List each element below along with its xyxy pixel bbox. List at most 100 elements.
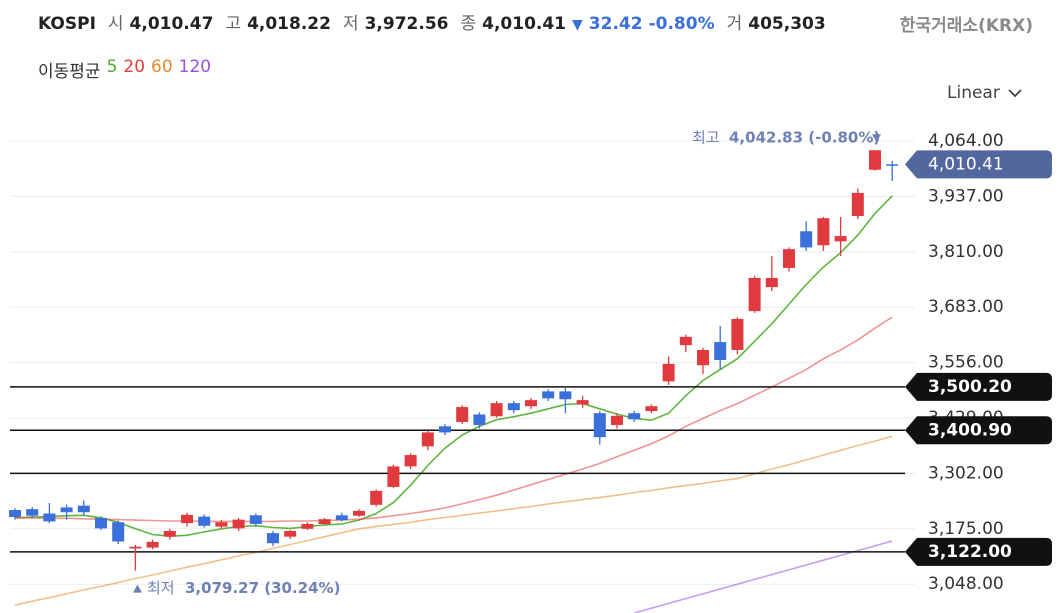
summary-value: 3,972.56 — [364, 14, 449, 34]
high-value: 4,042.83 (-0.80%) — [729, 129, 880, 147]
summary-value: 4,018.22 — [247, 14, 331, 34]
low-value: 3,079.27 (30.24%) — [185, 579, 340, 597]
y-tick-label: 3,556.00 — [928, 353, 1004, 373]
candle-body — [163, 530, 176, 537]
scale-selector[interactable]: Linear — [947, 83, 1022, 103]
summary-label: 시 — [107, 14, 124, 34]
source: 한국거래소(KRX) — [899, 16, 1033, 36]
current-price-label: 4,010.41 — [928, 154, 1004, 174]
candle-body — [284, 530, 297, 537]
ma-line — [14, 195, 893, 538]
scale-mode[interactable]: Linear — [947, 83, 1000, 103]
candle-body — [542, 391, 555, 399]
candle-body — [370, 490, 383, 505]
chevron[interactable] — [1008, 88, 1022, 98]
grid — [10, 140, 915, 585]
candle-body — [421, 432, 434, 447]
candle-body — [886, 164, 899, 166]
candle-body — [129, 546, 142, 549]
candle-body — [851, 192, 864, 217]
y-tick-label: 3,048.00 — [928, 574, 1004, 594]
candle-body — [112, 522, 125, 542]
candle-body — [301, 524, 314, 529]
low-label: 최저 — [147, 579, 175, 597]
candle-body — [232, 519, 245, 529]
symbol: KOSPI — [38, 14, 96, 34]
ma-line — [633, 540, 893, 613]
candle-body — [817, 218, 830, 246]
candle-body — [335, 515, 348, 521]
candle-body — [869, 150, 881, 170]
volume: 405,303 — [748, 14, 826, 34]
candle-body — [249, 515, 262, 525]
legend-entry: 120 — [178, 57, 212, 77]
candle-body — [77, 505, 90, 513]
ma-legend-title: 이동평균 — [38, 62, 101, 82]
ma-legend: 이동평균 5 20 60 120 — [38, 57, 211, 82]
change-arrow: ▼ — [572, 17, 583, 33]
candle-body — [43, 513, 56, 522]
summary-label: 고 — [225, 14, 242, 34]
candle-body — [714, 342, 727, 360]
candle-body — [95, 517, 107, 529]
candle-body — [456, 407, 469, 422]
candle-body — [267, 533, 279, 544]
candle-body — [198, 516, 211, 526]
candle-body — [60, 507, 73, 513]
level-tag — [905, 416, 1052, 445]
candle-body — [490, 403, 503, 417]
summary-label: 종 — [460, 14, 477, 34]
candle-body — [559, 391, 572, 400]
summary-value: 4,010.41 — [482, 14, 567, 34]
candle-body — [697, 349, 709, 366]
level-label: 3,122.00 — [928, 542, 1012, 562]
candle-body — [679, 336, 692, 346]
candle-body — [318, 519, 331, 525]
ma-line — [15, 316, 893, 523]
candle-body — [26, 509, 39, 516]
y-axis: 4,064.00 3,937.00 3,810.00 3,683.00 3,556.00… — [928, 131, 1004, 594]
candle-body — [748, 277, 761, 312]
low-marker — [133, 584, 142, 593]
candle-body — [181, 514, 193, 524]
candle-body — [662, 363, 675, 382]
y-tick-label: 4,064.00 — [928, 131, 1004, 151]
candle-body — [439, 426, 451, 433]
level-tag — [905, 537, 1052, 566]
candle-body — [800, 231, 813, 248]
candle-body — [525, 400, 537, 407]
ma-line — [14, 435, 893, 606]
candle-body — [387, 466, 400, 487]
y-tick-label: 3,810.00 — [928, 242, 1004, 262]
legend-entry: 60 — [151, 57, 173, 77]
legend-entry: 20 — [123, 57, 146, 77]
summary-label: 저 — [342, 14, 359, 34]
high-marker — [872, 134, 881, 143]
candle-body — [593, 413, 606, 438]
header: KOSPI 시 4,010.47 고 4,018.22 저 3,972.56 종 4,0… — [38, 9, 826, 34]
candle-body — [783, 249, 795, 268]
candle-body — [834, 236, 847, 242]
candle-body — [611, 415, 623, 425]
legend-entry: 5 — [106, 57, 118, 77]
current-price-tag — [905, 150, 1052, 179]
change-pct: -0.80% — [648, 14, 715, 34]
y-tick-label: 3,175.00 — [928, 519, 1004, 539]
level-label: 3,400.90 — [928, 420, 1012, 440]
candle-body — [731, 318, 744, 350]
high-label: 최고 — [692, 129, 720, 147]
volume-label: 거 — [726, 14, 743, 34]
candle-body — [9, 510, 21, 518]
y-tick-label: 3,302.00 — [928, 463, 1004, 483]
level-tag — [905, 372, 1052, 401]
candle-body — [576, 400, 589, 405]
candle-body — [404, 455, 417, 467]
summary-value: 4,010.47 — [129, 14, 214, 34]
candle-body — [473, 414, 486, 425]
change: 32.42 — [588, 14, 643, 34]
candle-body — [146, 541, 159, 548]
candle-body — [353, 510, 365, 516]
candle-body — [645, 406, 658, 412]
